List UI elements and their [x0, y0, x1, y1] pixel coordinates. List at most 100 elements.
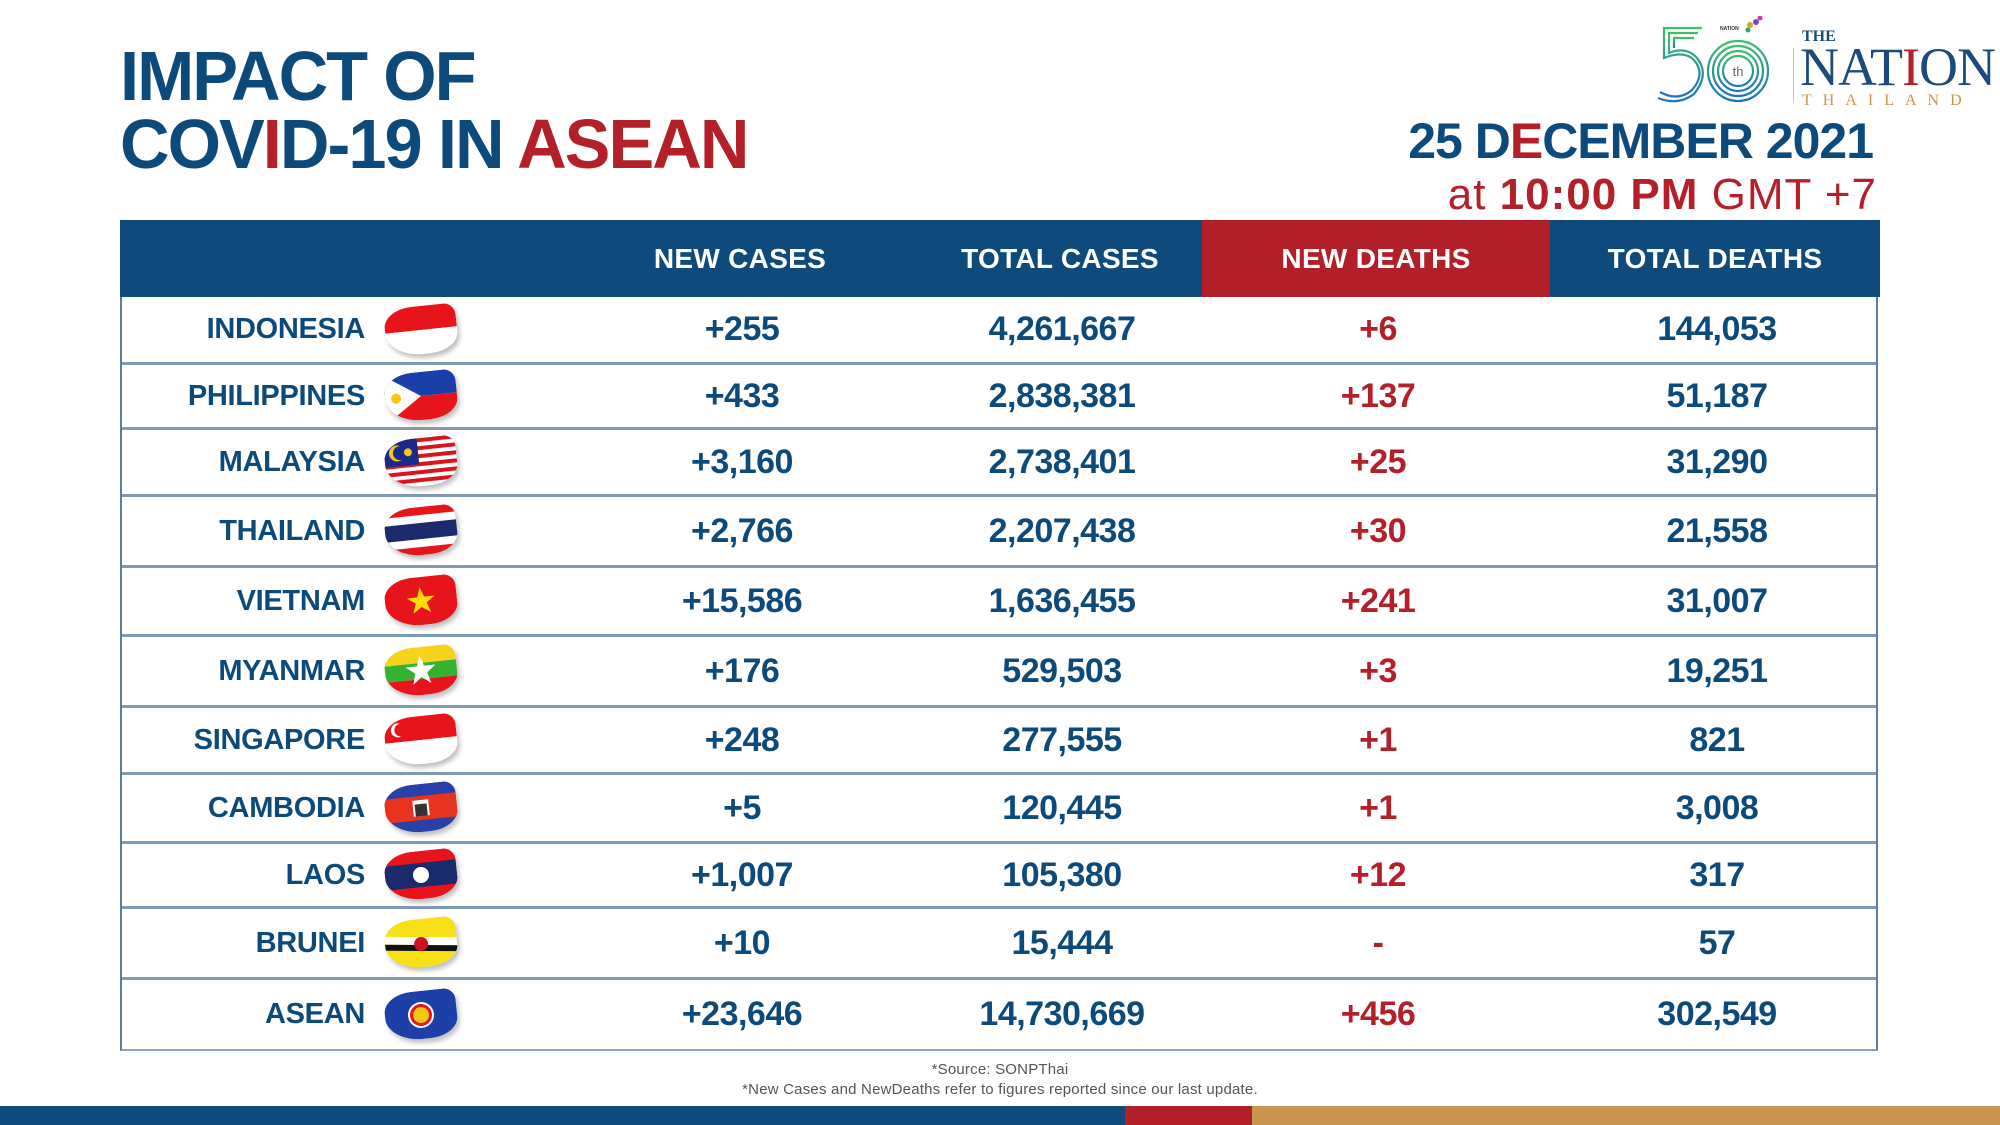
thailand-flag-icon	[382, 503, 460, 559]
bar-navy	[0, 1106, 1125, 1125]
total-cases: 120,445	[1002, 788, 1122, 827]
table-header: NEW CASES TOTAL CASES NEW DEATHS TOTAL D…	[120, 220, 1880, 297]
bottom-color-bar	[0, 1106, 2000, 1125]
total-cases: 15,444	[1011, 923, 1114, 962]
report-date: 25 DECEMBER 2021	[1408, 113, 1874, 169]
svg-text:th: th	[1733, 64, 1744, 79]
country-name: CAMBODIA	[207, 791, 365, 824]
covid-stats-table: NEW CASES TOTAL CASES NEW DEATHS TOTAL D…	[120, 220, 1880, 1051]
new-deaths: +25	[1349, 442, 1407, 481]
new-cases: +5	[723, 788, 761, 827]
total-cases: 2,838,381	[988, 376, 1136, 415]
laos-flag-icon	[382, 847, 460, 903]
table-row: THAILAND +2,766 2,207,438 +30 21,558	[122, 494, 1876, 565]
total-deaths: 3,008	[1675, 788, 1759, 827]
total-cases: 2,738,401	[988, 442, 1136, 481]
table-row: LAOS +1,007 105,380 +12 317	[122, 841, 1876, 906]
table-row: PHILIPPINES +433 2,838,381 +137 51,187	[122, 362, 1876, 427]
total-deaths: 821	[1689, 720, 1745, 759]
new-cases: +15,586	[681, 581, 803, 620]
total-deaths: 51,187	[1666, 376, 1769, 415]
new-deaths: +30	[1349, 511, 1407, 550]
country-name: BRUNEI	[255, 926, 366, 959]
total-deaths: 31,007	[1666, 581, 1769, 620]
total-cases: 1,636,455	[988, 581, 1136, 620]
total-cases: 4,261,667	[988, 310, 1136, 348]
table-row: MALAYSIA +3,160 2,738,401 +25 31,290	[122, 427, 1876, 494]
vietnam-flag-icon	[382, 573, 460, 629]
new-cases: +248	[704, 720, 780, 759]
total-cases: 529,503	[1002, 651, 1122, 690]
country-name: PHILIPPINES	[187, 379, 365, 412]
new-cases: +176	[704, 651, 780, 690]
bar-red	[1125, 1106, 1252, 1125]
logo-nation-wordmark: NATION	[1800, 37, 1996, 97]
new-deaths: +1	[1359, 788, 1397, 827]
title-asean: ASEAN	[517, 105, 749, 183]
new-deaths: +6	[1359, 310, 1397, 348]
total-deaths: 144,053	[1657, 310, 1777, 348]
total-cases: 14,730,669	[979, 995, 1145, 1033]
country-name: MALAYSIA	[218, 445, 366, 478]
new-deaths: +12	[1349, 855, 1407, 894]
total-deaths: 21,558	[1666, 511, 1769, 550]
fifty-anniversary-icon: th NATION	[1657, 16, 1770, 103]
header-new-cases: NEW CASES	[653, 243, 827, 274]
malaysia-flag-icon	[382, 434, 460, 490]
table-row: MYANMAR +176 529,503 +3 19,251	[122, 634, 1876, 705]
new-deaths: +3	[1359, 651, 1397, 690]
page-title: IMPACT OF COVID-19 IN ASEAN	[120, 37, 749, 183]
philippines-flag-icon	[382, 368, 460, 424]
myanmar-flag-icon	[382, 643, 460, 699]
total-deaths: 317	[1689, 855, 1745, 894]
header-total-deaths: TOTAL DEATHS	[1607, 243, 1823, 274]
country-name: VIETNAM	[236, 584, 366, 617]
country-name: ASEAN	[264, 998, 365, 1030]
indonesia-flag-icon	[382, 301, 460, 358]
logo-divider	[1793, 48, 1794, 102]
header-total-cases: TOTAL CASES	[961, 243, 1159, 274]
the-nation-logo: th NATION THE NATION THAILAND	[1650, 10, 1996, 110]
table-row: CAMBODIA +5 120,445 +1 3,008	[122, 772, 1876, 841]
total-cases: 277,555	[1002, 720, 1122, 759]
new-deaths: +1	[1359, 720, 1397, 759]
new-cases: +433	[704, 376, 780, 415]
new-deaths: +241	[1340, 581, 1416, 620]
country-name: THAILAND	[219, 514, 365, 547]
new-cases: +255	[704, 310, 780, 348]
source-note: *Source: SONPThai	[931, 1061, 1069, 1078]
total-cases: 105,380	[1002, 855, 1122, 894]
new-deaths: -	[1372, 923, 1384, 962]
svg-text:NATION: NATION	[1720, 26, 1739, 32]
country-name: LAOS	[285, 858, 366, 891]
report-time: at 10:00 PM GMT +7	[1447, 170, 1877, 219]
bar-tan	[1252, 1106, 2000, 1125]
cambodia-flag-icon	[382, 780, 460, 836]
total-cases: 2,207,438	[988, 511, 1136, 550]
table-row: BRUNEI +10 15,444 - 57	[122, 906, 1876, 977]
table-row: VIETNAM +15,586 1,636,455 +241 31,007	[122, 565, 1876, 634]
asean-flag-icon	[382, 986, 460, 1043]
total-deaths: 31,290	[1666, 442, 1769, 481]
header-country	[120, 220, 540, 297]
title-line-2: COVID-19 IN ASEAN	[120, 105, 749, 183]
new-cases: +10	[713, 923, 771, 962]
new-cases: +1,007	[691, 855, 793, 894]
brunei-flag-icon	[382, 915, 460, 971]
total-deaths: 302,549	[1657, 995, 1777, 1033]
total-deaths: 57	[1698, 923, 1736, 962]
country-name: SINGAPORE	[193, 723, 366, 756]
footnote: *New Cases and NewDeaths refer to figure…	[742, 1081, 1258, 1098]
title-line-1: IMPACT OF	[120, 37, 477, 115]
new-deaths: +137	[1340, 376, 1416, 415]
country-name: INDONESIA	[206, 313, 366, 345]
total-deaths: 19,251	[1666, 651, 1769, 690]
new-cases: +23,646	[681, 995, 803, 1033]
header-new-deaths: NEW DEATHS	[1202, 220, 1550, 297]
country-name: MYANMAR	[218, 654, 365, 687]
new-cases: +2,766	[691, 511, 793, 550]
new-cases: +3,160	[691, 442, 793, 481]
singapore-flag-icon	[382, 712, 460, 768]
new-deaths: +456	[1340, 995, 1416, 1033]
table-row: SINGAPORE +248 277,555 +1 821	[122, 705, 1876, 772]
